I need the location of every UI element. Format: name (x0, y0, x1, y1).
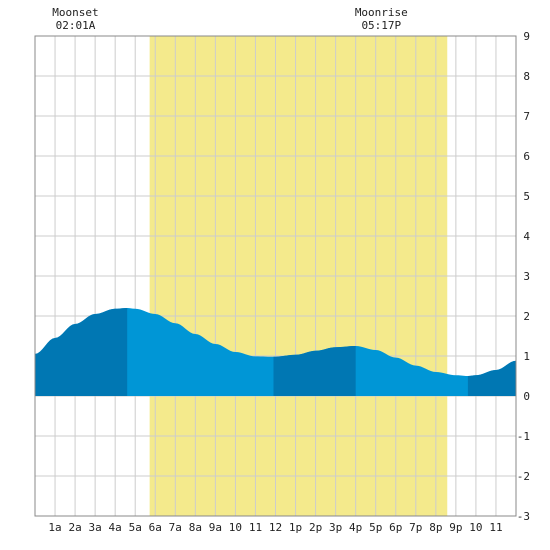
y-tick-label: -2 (517, 470, 530, 483)
x-tick-label: 11 (489, 521, 502, 534)
x-tick-label: 8a (189, 521, 202, 534)
x-tick-label: 9a (209, 521, 222, 534)
tide-area (35, 308, 516, 396)
x-tick-label: 3p (329, 521, 342, 534)
moon-event-time: 05:17P (361, 19, 401, 32)
x-tick-label: 2p (309, 521, 322, 534)
x-tick-label: 4p (349, 521, 362, 534)
y-tick-label: 4 (523, 230, 530, 243)
moon-event-time: 02:01A (56, 19, 96, 32)
x-tick-label: 10 (469, 521, 482, 534)
x-axis-labels: 1a 2a 3a 4a 5a 6a 7a 8a 9a 10 11 12 1p 2p 3p 4p 5p 6p 7p 8p… (48, 521, 502, 534)
moon-event-label: Moonset (52, 6, 98, 19)
tide-area-night-band (35, 308, 128, 396)
tide-area-layer (35, 308, 516, 396)
x-tick-label: 4a (109, 521, 122, 534)
x-tick-label: 5p (369, 521, 382, 534)
tide-area-night-band (467, 360, 516, 396)
y-tick-label: 3 (523, 270, 530, 283)
x-tick-label: 6a (149, 521, 162, 534)
y-tick-label: 5 (523, 190, 530, 203)
x-tick-label: 11 (249, 521, 262, 534)
x-tick-label: 1a (48, 521, 61, 534)
y-tick-label: 1 (523, 350, 530, 363)
x-tick-label: 7p (409, 521, 422, 534)
x-tick-label: 7a (169, 521, 182, 534)
x-tick-label: 10 (229, 521, 242, 534)
x-tick-label: 8p (429, 521, 442, 534)
tide-area-night-band (273, 346, 356, 396)
x-tick-label: 1p (289, 521, 302, 534)
y-tick-label: 2 (523, 310, 530, 323)
x-tick-label: 9p (449, 521, 462, 534)
x-tick-label: 5a (129, 521, 142, 534)
y-tick-label: 8 (523, 70, 530, 83)
x-tick-label: 3a (89, 521, 102, 534)
plot-border (34, 35, 517, 517)
y-tick-label: 6 (523, 150, 530, 163)
x-tick-label: 12 (269, 521, 282, 534)
x-tick-label: 6p (389, 521, 402, 534)
y-tick-label: 7 (523, 110, 530, 123)
y-tick-label: -3 (517, 510, 530, 523)
y-tick-label: -1 (517, 430, 530, 443)
grid-layer (35, 36, 516, 516)
y-axis-labels: -3 -2 -1 0 1 2 3 4 5 6 7 8 9 (517, 30, 531, 523)
y-tick-label: 0 (523, 390, 530, 403)
y-tick-label: 9 (523, 30, 530, 43)
x-tick-label: 2a (68, 521, 81, 534)
moon-event-label: Moonrise (355, 6, 408, 19)
